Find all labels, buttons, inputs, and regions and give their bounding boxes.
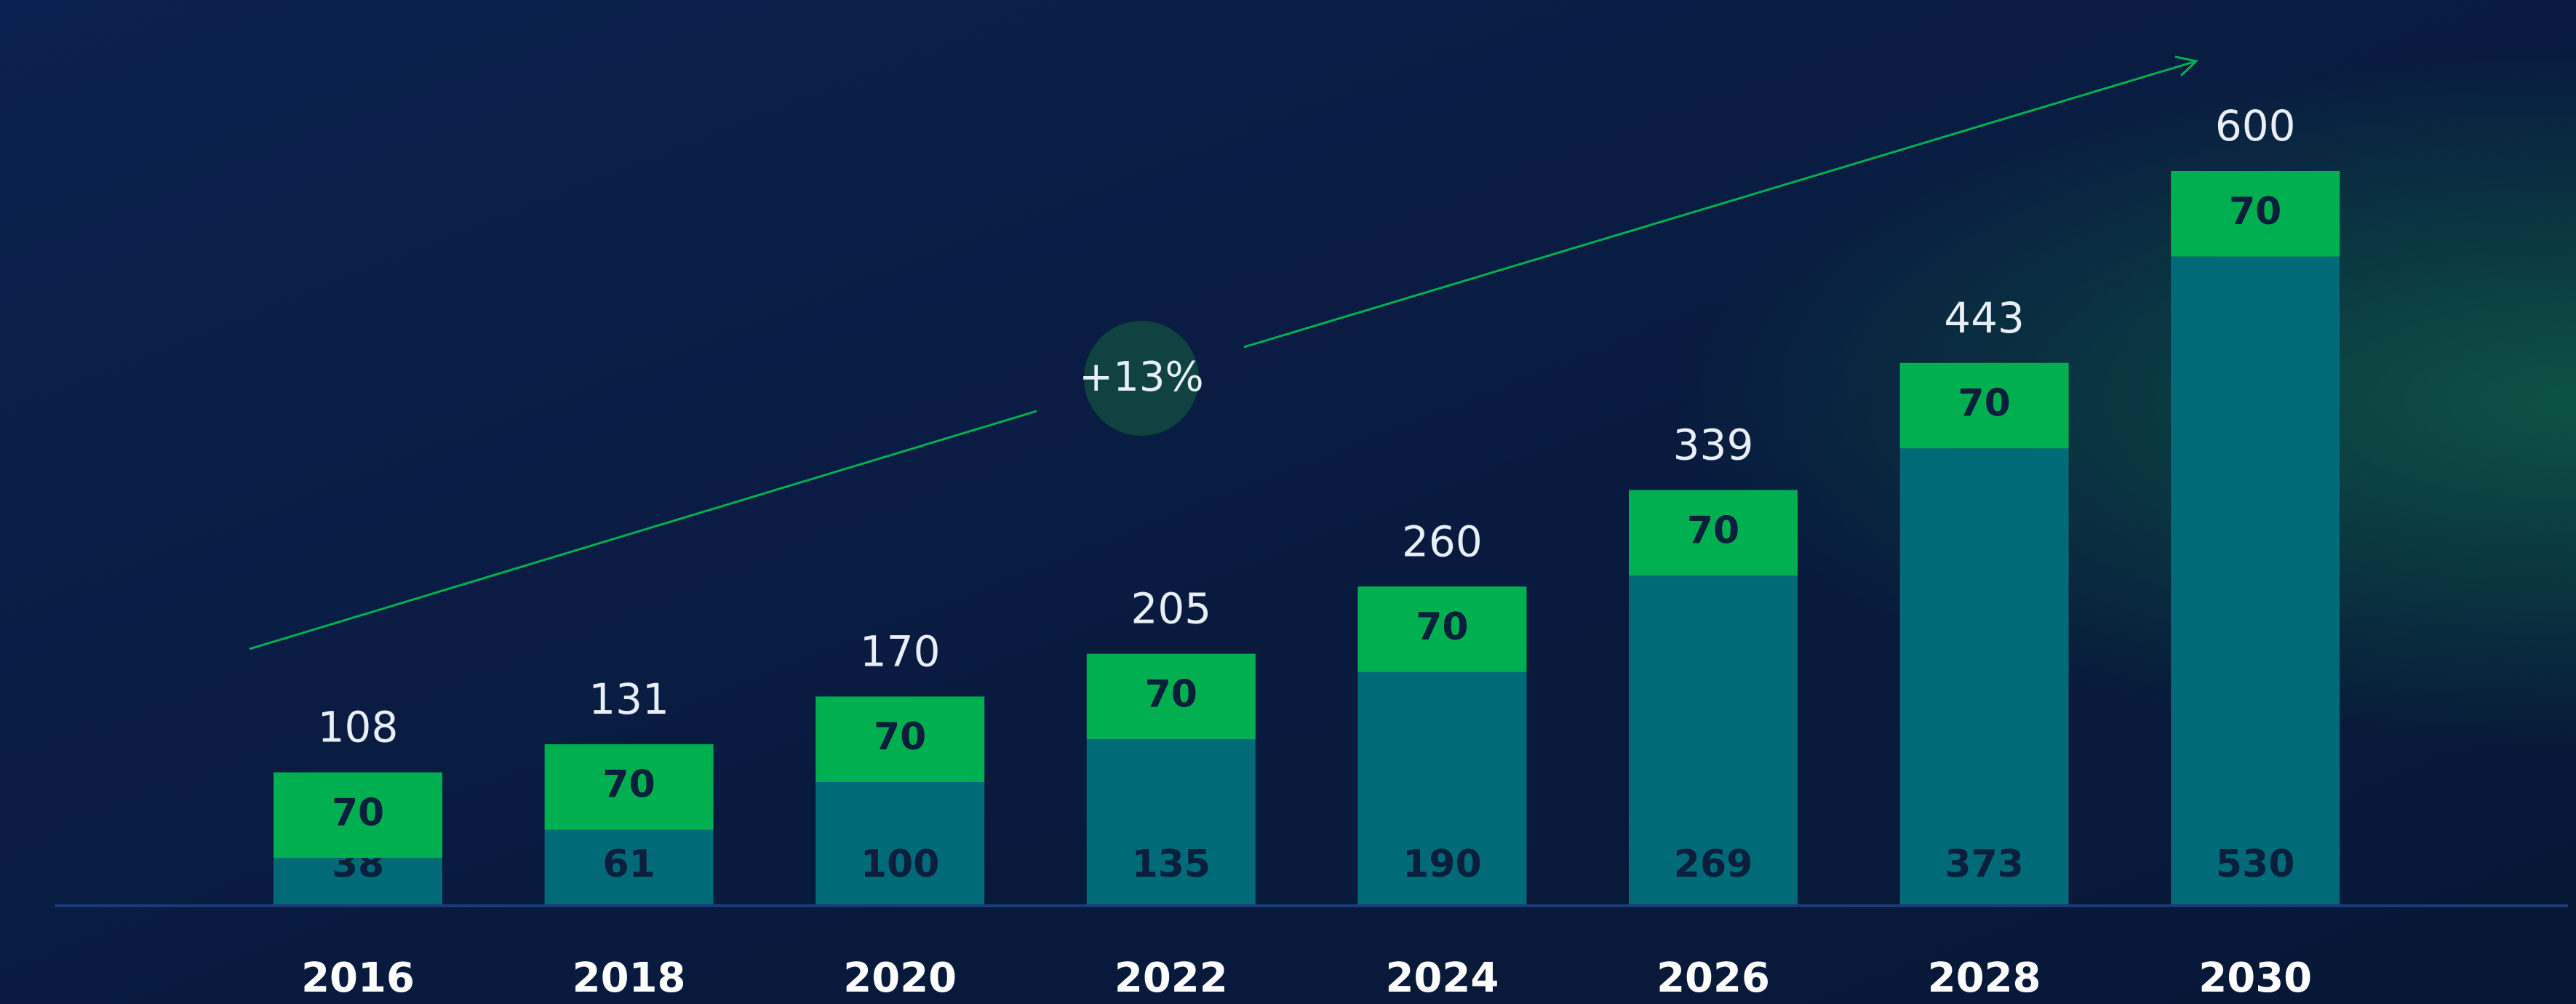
bar-value-label: 135 xyxy=(1132,842,1211,886)
bar-segment xyxy=(544,829,714,904)
total-label: 205 xyxy=(1131,584,1211,634)
x-tick-label: 2016 xyxy=(301,955,415,1002)
bar-value-label: 373 xyxy=(1945,842,2024,886)
total-label: 443 xyxy=(1944,293,2025,343)
annotation: +13% xyxy=(1079,354,1203,401)
bar-value-label: 70 xyxy=(1687,509,1739,552)
bar-segment xyxy=(816,782,985,904)
bar-segment xyxy=(1629,490,1798,576)
bar-value-label: 70 xyxy=(1958,382,2010,426)
bar-segment xyxy=(1357,586,1527,672)
bar-segment xyxy=(274,858,442,904)
bar-segment xyxy=(1357,672,1527,904)
bar-value-label: 70 xyxy=(602,763,655,807)
bar-segment xyxy=(1086,739,1256,904)
trend-line xyxy=(1243,60,2197,348)
total-label: 108 xyxy=(318,703,399,752)
x-tick-label: 2020 xyxy=(843,955,957,1002)
bar-segment xyxy=(816,696,985,782)
bar-value-label: 269 xyxy=(1674,842,1753,886)
bar-value-label: 190 xyxy=(1403,842,1482,886)
total-label: 600 xyxy=(2215,101,2296,151)
bar-value-label: 61 xyxy=(602,842,655,886)
bar-value-label: 70 xyxy=(874,715,926,759)
bar-value-label: 100 xyxy=(861,842,940,886)
x-tick-label: 2024 xyxy=(1385,955,1499,1002)
x-tick-label: 2018 xyxy=(573,955,686,1002)
annotation-badge xyxy=(1084,321,1199,436)
bar-segment xyxy=(1899,362,2069,449)
bar-segment xyxy=(1629,575,1798,904)
bar-segment xyxy=(1086,653,1256,740)
total-label: 170 xyxy=(860,627,941,677)
bar-segment xyxy=(1899,448,2069,904)
bar-value-label: 70 xyxy=(1145,672,1197,716)
x-tick-label: 2030 xyxy=(2198,955,2312,1002)
bar-value-label: 530 xyxy=(2216,842,2295,886)
arrow-head xyxy=(2174,55,2199,77)
bar-segment xyxy=(2171,171,2340,257)
x-tick-label: 2026 xyxy=(1656,955,1770,1002)
total-label: 339 xyxy=(1673,421,1754,470)
trend-line xyxy=(249,410,1037,650)
x-tick-label: 2028 xyxy=(1928,955,2041,1002)
bar-segment xyxy=(274,772,442,858)
bar-value-label: 70 xyxy=(1416,605,1468,649)
bar-value-label: 70 xyxy=(332,791,384,834)
total-label: 260 xyxy=(1402,517,1483,566)
x-tick-label: 2022 xyxy=(1114,955,1228,1002)
bar-segment xyxy=(2171,256,2340,905)
bar-value-label: 70 xyxy=(2229,190,2281,234)
bar-segment xyxy=(544,744,714,830)
trend-arrow: +13% xyxy=(249,55,2199,650)
total-label: 131 xyxy=(589,674,669,724)
